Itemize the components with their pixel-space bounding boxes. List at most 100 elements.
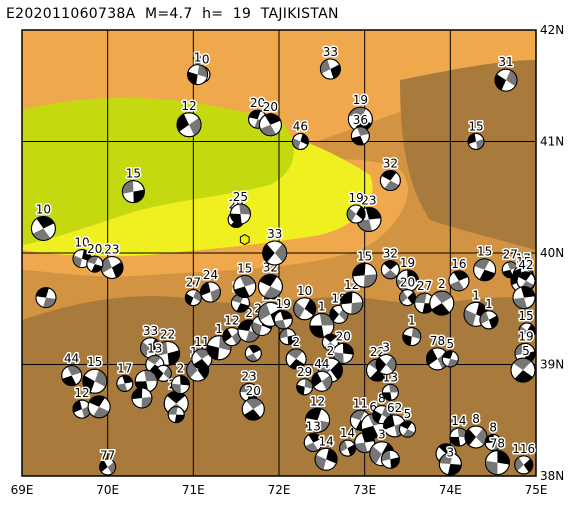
focal-mechanism-beachball [380, 449, 400, 469]
focal-mechanism-beachball [296, 378, 314, 396]
focal-mechanism-beachball [319, 58, 341, 80]
latitude-label: 41N [540, 135, 564, 149]
focal-mechanism-beachball [484, 434, 502, 452]
focal-mechanism-beachball [311, 370, 333, 392]
focal-mechanism-beachball [258, 113, 282, 137]
event-depth-label: 15 [516, 255, 531, 269]
longitude-label: 72E [268, 483, 291, 497]
event-depth-label: 19 [348, 191, 363, 205]
focal-mechanism-beachball [257, 301, 283, 327]
focal-mechanism-beachball [448, 270, 470, 292]
event-depth-label: 17 [516, 251, 531, 265]
focal-mechanism-beachball [291, 133, 309, 150]
event-depth-label: 3 [382, 341, 390, 355]
focal-mechanism-beachball [61, 365, 83, 387]
focal-mechanism-beachball [87, 395, 111, 419]
focal-mechanism-beachball [518, 322, 536, 340]
longitude-label: 70E [96, 483, 119, 497]
focal-mechanism-beachball [332, 342, 354, 364]
events-layer: 7710102320441512173322132021411112229252… [30, 44, 537, 476]
event-depth-label: 27 [503, 248, 518, 262]
focal-mechanism-beachball [30, 215, 56, 241]
event-depth-label: 24 [203, 268, 218, 282]
event-depth-label: 2 [292, 335, 300, 349]
event-depth-label: 78 [490, 437, 505, 451]
event-depth-label: 12 [224, 314, 239, 328]
event-depth-label: 8 [472, 412, 480, 426]
epicenter-marker [239, 234, 250, 246]
focal-mechanism-beachball [305, 407, 331, 433]
event-depth-label: 1 [472, 288, 480, 302]
event-depth-label: 19 [353, 93, 368, 107]
latitude-label: 38N [540, 469, 564, 483]
focal-mechanism-beachball [494, 68, 518, 92]
focal-mechanism-beachball [510, 357, 536, 383]
focal-mechanism-beachball [82, 368, 108, 394]
event-depth-label: 13 [147, 342, 162, 356]
event-depth-label: 15 [126, 167, 141, 181]
event-depth-label: 36 [353, 113, 368, 127]
focal-mechanism-beachball [303, 433, 323, 453]
event-depth-label: 23 [361, 194, 376, 208]
focal-mechanism-beachball [449, 427, 469, 447]
latitude-label: 40N [540, 246, 564, 260]
event-depth-label: 1 [485, 297, 493, 311]
longitude-label: 75E [525, 483, 548, 497]
event-depth-label: 19 [518, 329, 533, 343]
focal-mechanism-beachball [167, 406, 185, 424]
event-depth-label: 77 [100, 448, 115, 462]
focal-mechanism-beachball [438, 452, 462, 476]
event-depth-label: 13 [306, 420, 321, 434]
longitude-label: 71E [182, 483, 205, 497]
event-depth-label: 14 [340, 426, 355, 440]
event-depth-label: 3 [447, 445, 455, 459]
event-depth-label: 15 [477, 245, 492, 259]
event-depth-label: 20 [246, 384, 261, 398]
focal-mechanism-beachball [262, 240, 288, 266]
event-depth-label: 20 [194, 53, 209, 67]
focal-mechanism-beachball [479, 310, 499, 330]
focal-mechanism-beachball [352, 262, 378, 288]
event-depth-label: 2 [177, 362, 185, 376]
terrain-lowland-fergana [22, 98, 294, 245]
map-title: E202011060738A M=4.7 h= 19 TAJIKISTAN [6, 6, 339, 22]
terrain-mountain-east [400, 60, 536, 250]
focal-mechanism-beachball [375, 354, 397, 375]
event-depth-label: 14 [318, 434, 333, 448]
latitude-label: 42N [540, 23, 564, 37]
event-depth-label: 20 [250, 96, 265, 110]
focal-mechanism-beachball [350, 126, 370, 146]
event-depth-label: 23 [241, 369, 256, 383]
focal-mechanism-beachball [239, 382, 259, 402]
focal-mechanism-beachball [176, 112, 202, 138]
event-depth-label: 12 [74, 386, 89, 400]
event-depth-label: 2 [245, 306, 253, 320]
focal-mechanism-beachball [229, 203, 251, 225]
focal-mechanism-beachball [484, 450, 510, 476]
focal-mechanism-beachball [346, 204, 366, 224]
focal-mechanism-beachball [354, 432, 376, 454]
focal-mechanism-beachball [244, 344, 262, 362]
event-depth-label: 15 [357, 249, 372, 263]
focal-mechanism-beachball [257, 273, 283, 299]
event-depth-label: 20 [87, 242, 102, 256]
focal-mechanism-beachball [293, 297, 317, 321]
focal-mechanism-beachball [99, 458, 117, 476]
event-depth-label: 42 [518, 258, 533, 272]
event-depth-label: 20 [263, 100, 278, 114]
focal-mechanism-beachball [347, 106, 373, 132]
event-depth-label: 5 [404, 407, 412, 421]
focal-mechanism-beachball [512, 286, 536, 310]
focal-mechanism-beachball [309, 312, 335, 338]
event-depth-label: 19 [276, 297, 291, 311]
event-depth-label: 33 [323, 45, 338, 59]
focal-mechanism-beachball [191, 348, 213, 370]
focal-mechanism-beachball [379, 170, 401, 192]
event-depth-label: 3 [378, 428, 386, 442]
event-depth-label: 1 [318, 299, 326, 313]
event-depth-label: 12 [181, 99, 196, 113]
event-depth-label: 44 [64, 352, 79, 366]
focal-mechanism-beachball [399, 289, 416, 307]
